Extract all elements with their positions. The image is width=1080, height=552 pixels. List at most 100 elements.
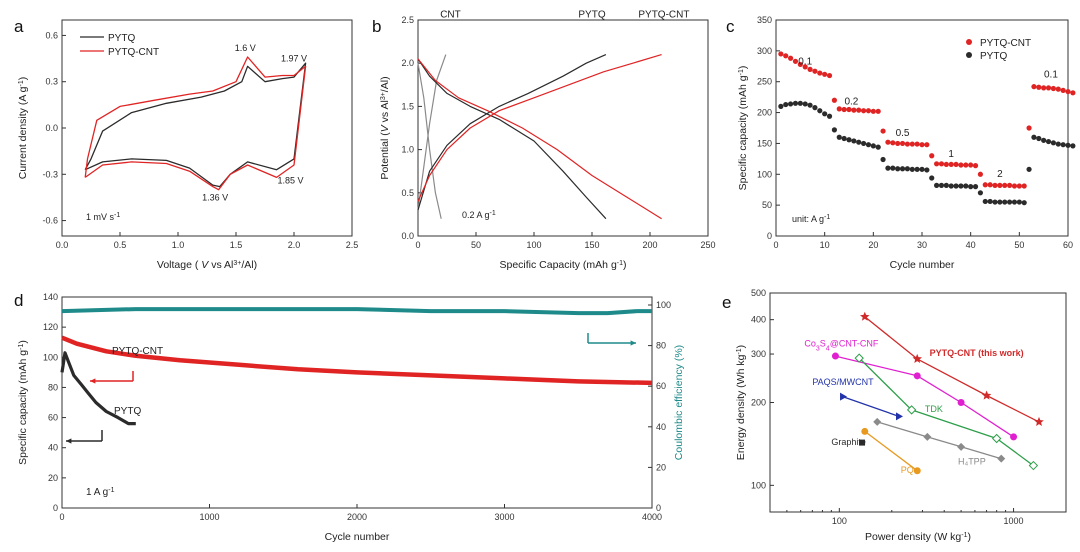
b-x-axis-title-part: ) — [623, 259, 627, 271]
a-x-tick-label: 0.0 — [56, 240, 69, 250]
e-label: PYTQ-CNT (this work) — [930, 348, 1024, 358]
a-legend-pytq: PYTQ — [108, 33, 135, 44]
c-point-PYTQ — [1031, 134, 1037, 140]
c-point-PYTQ-CNT — [1060, 87, 1066, 93]
a-y-axis-title-part: ) — [17, 77, 29, 81]
c-point-PYTQ — [870, 143, 876, 149]
d-y2-tick-label: 40 — [656, 422, 666, 432]
panel-a-letter: a — [14, 17, 24, 36]
c-point-PYTQ-CNT — [1055, 86, 1061, 92]
c-point-PYTQ — [1050, 140, 1056, 146]
c-point-PYTQ-CNT — [880, 128, 886, 134]
d-current-note-part: 1 A g — [86, 487, 108, 498]
b-y-tick-label: 0.0 — [401, 231, 414, 241]
b-y-tick-label: 2.0 — [401, 58, 414, 68]
c-point-PYTQ — [929, 175, 935, 181]
c-point-PYTQ-CNT — [1070, 90, 1076, 96]
b-x-axis-title: Specific Capacity (mAh g-1) — [499, 259, 626, 271]
c-point-PYTQ-CNT — [783, 53, 789, 59]
c-point-PYTQ — [1011, 199, 1018, 205]
a-y-axis-title-part: -1 — [18, 80, 25, 86]
e-marker-PYTQ-CNT (this work) — [1034, 416, 1044, 426]
c-point-PYTQ — [822, 111, 828, 117]
c-point-PYTQ — [831, 127, 838, 133]
e-label: TDK — [925, 404, 943, 414]
c-point-PYTQ — [865, 142, 872, 148]
c-point-PYTQ — [934, 182, 940, 188]
c-x-tick-label: 20 — [868, 240, 878, 250]
c-point-PYTQ-CNT — [861, 108, 867, 114]
c-point-PYTQ-CNT — [851, 107, 857, 113]
c-point-PYTQ — [875, 144, 881, 150]
b-x-tick-label: 200 — [642, 240, 657, 250]
c-point-PYTQ — [919, 166, 925, 172]
a-y-tick-label: -0.6 — [42, 216, 58, 226]
c-point-PYTQ — [1055, 141, 1061, 147]
c-point-PYTQ — [938, 182, 945, 188]
d-x-tick-label: 4000 — [642, 512, 662, 522]
c-point-PYTQ — [1060, 142, 1066, 148]
d-label-pytq-cnt: PYTQ-CNT — [112, 346, 163, 357]
e-y-tick-label: 100 — [751, 480, 766, 490]
e-y-axis-title-part: ) — [735, 345, 747, 349]
e-label: Graphite — [831, 437, 866, 447]
c-point-PYTQ-CNT — [899, 140, 906, 147]
c-point-PYTQ-CNT — [807, 66, 813, 72]
a-annotation: 1.85 V — [278, 176, 304, 186]
b-series-PYTQ-CNT-discharge — [417, 58, 662, 220]
e-marker-PAQS/MWCNT — [895, 412, 903, 421]
c-point-PYTQ-CNT — [987, 182, 993, 188]
e-label-co3s4-part: 3 — [816, 345, 820, 352]
c-point-PYTQ — [880, 156, 886, 163]
d-y-tick-label: 100 — [43, 352, 58, 362]
e-label-co3s4-part: 4 — [826, 345, 830, 352]
c-unit-note-part: unit: A g — [792, 214, 824, 224]
c-point-PYTQ-CNT — [977, 171, 984, 177]
c-point-PYTQ — [807, 102, 813, 108]
b-x-tick-label: 100 — [526, 240, 541, 250]
e-marker-Co3S4@CNT-CNF — [831, 352, 839, 360]
c-legend-marker-pytq-cnt — [966, 39, 972, 45]
c-rate-label: 2 — [997, 169, 1003, 180]
b-plot-frame — [417, 19, 709, 237]
c-point-PYTQ-CNT — [1031, 84, 1037, 90]
c-point-PYTQ — [778, 103, 784, 109]
c-y-tick-label: 150 — [757, 138, 772, 148]
c-rate-label: 0.5 — [896, 128, 910, 139]
a-legend-pytq-cnt: PYTQ-CNT — [108, 47, 159, 58]
e-series-H4TPP — [877, 421, 1002, 460]
c-point-PYTQ-CNT — [831, 97, 838, 103]
c-point-PYTQ-CNT — [778, 51, 784, 57]
c-point-PYTQ — [812, 105, 818, 111]
c-point-PYTQ — [851, 138, 857, 144]
c-point-PYTQ-CNT — [904, 141, 911, 147]
c-point-PYTQ — [1036, 135, 1042, 142]
c-point-PYTQ-CNT — [1007, 182, 1013, 188]
e-x-tick-label: 100 — [832, 516, 847, 526]
a-y-tick-label: 0.0 — [45, 123, 58, 133]
b-x-tick-label: 0 — [415, 240, 420, 250]
d-x-tick-label: 2000 — [347, 512, 367, 522]
e-label: H₄TPP — [958, 457, 986, 467]
c-point-PYTQ — [885, 165, 891, 171]
b-series-PYTQ-charge — [417, 54, 607, 211]
c-y-tick-label: 300 — [757, 46, 772, 56]
c-point-PYTQ-CNT — [1065, 88, 1071, 95]
c-unit-note-part: -1 — [824, 214, 830, 221]
c-point-PYTQ-CNT — [1011, 183, 1018, 189]
e-marker-PYTQ-CNT (this work) — [912, 353, 922, 363]
e-y-axis-title: Energy density (Wh kg-1) — [735, 345, 747, 460]
c-point-PYTQ-CNT — [963, 162, 969, 168]
c-point-PYTQ-CNT — [1050, 85, 1056, 92]
e-marker-H4TPP — [997, 454, 1006, 463]
e-label: PAQS/MWCNT — [812, 377, 874, 387]
b-series-CNT-charge — [417, 54, 447, 211]
a-annotation: 1.36 V — [202, 193, 228, 203]
e-y-tick-label: 200 — [751, 398, 766, 408]
b-x-tick-label: 150 — [584, 240, 599, 250]
c-y-axis-title-part: Specific capacity (mAh g — [737, 75, 749, 190]
c-point-PYTQ — [899, 166, 906, 172]
a-x-tick-label: 2.5 — [346, 240, 359, 250]
e-y-tick-label: 300 — [751, 349, 766, 359]
e-series-TDK — [858, 357, 1034, 467]
